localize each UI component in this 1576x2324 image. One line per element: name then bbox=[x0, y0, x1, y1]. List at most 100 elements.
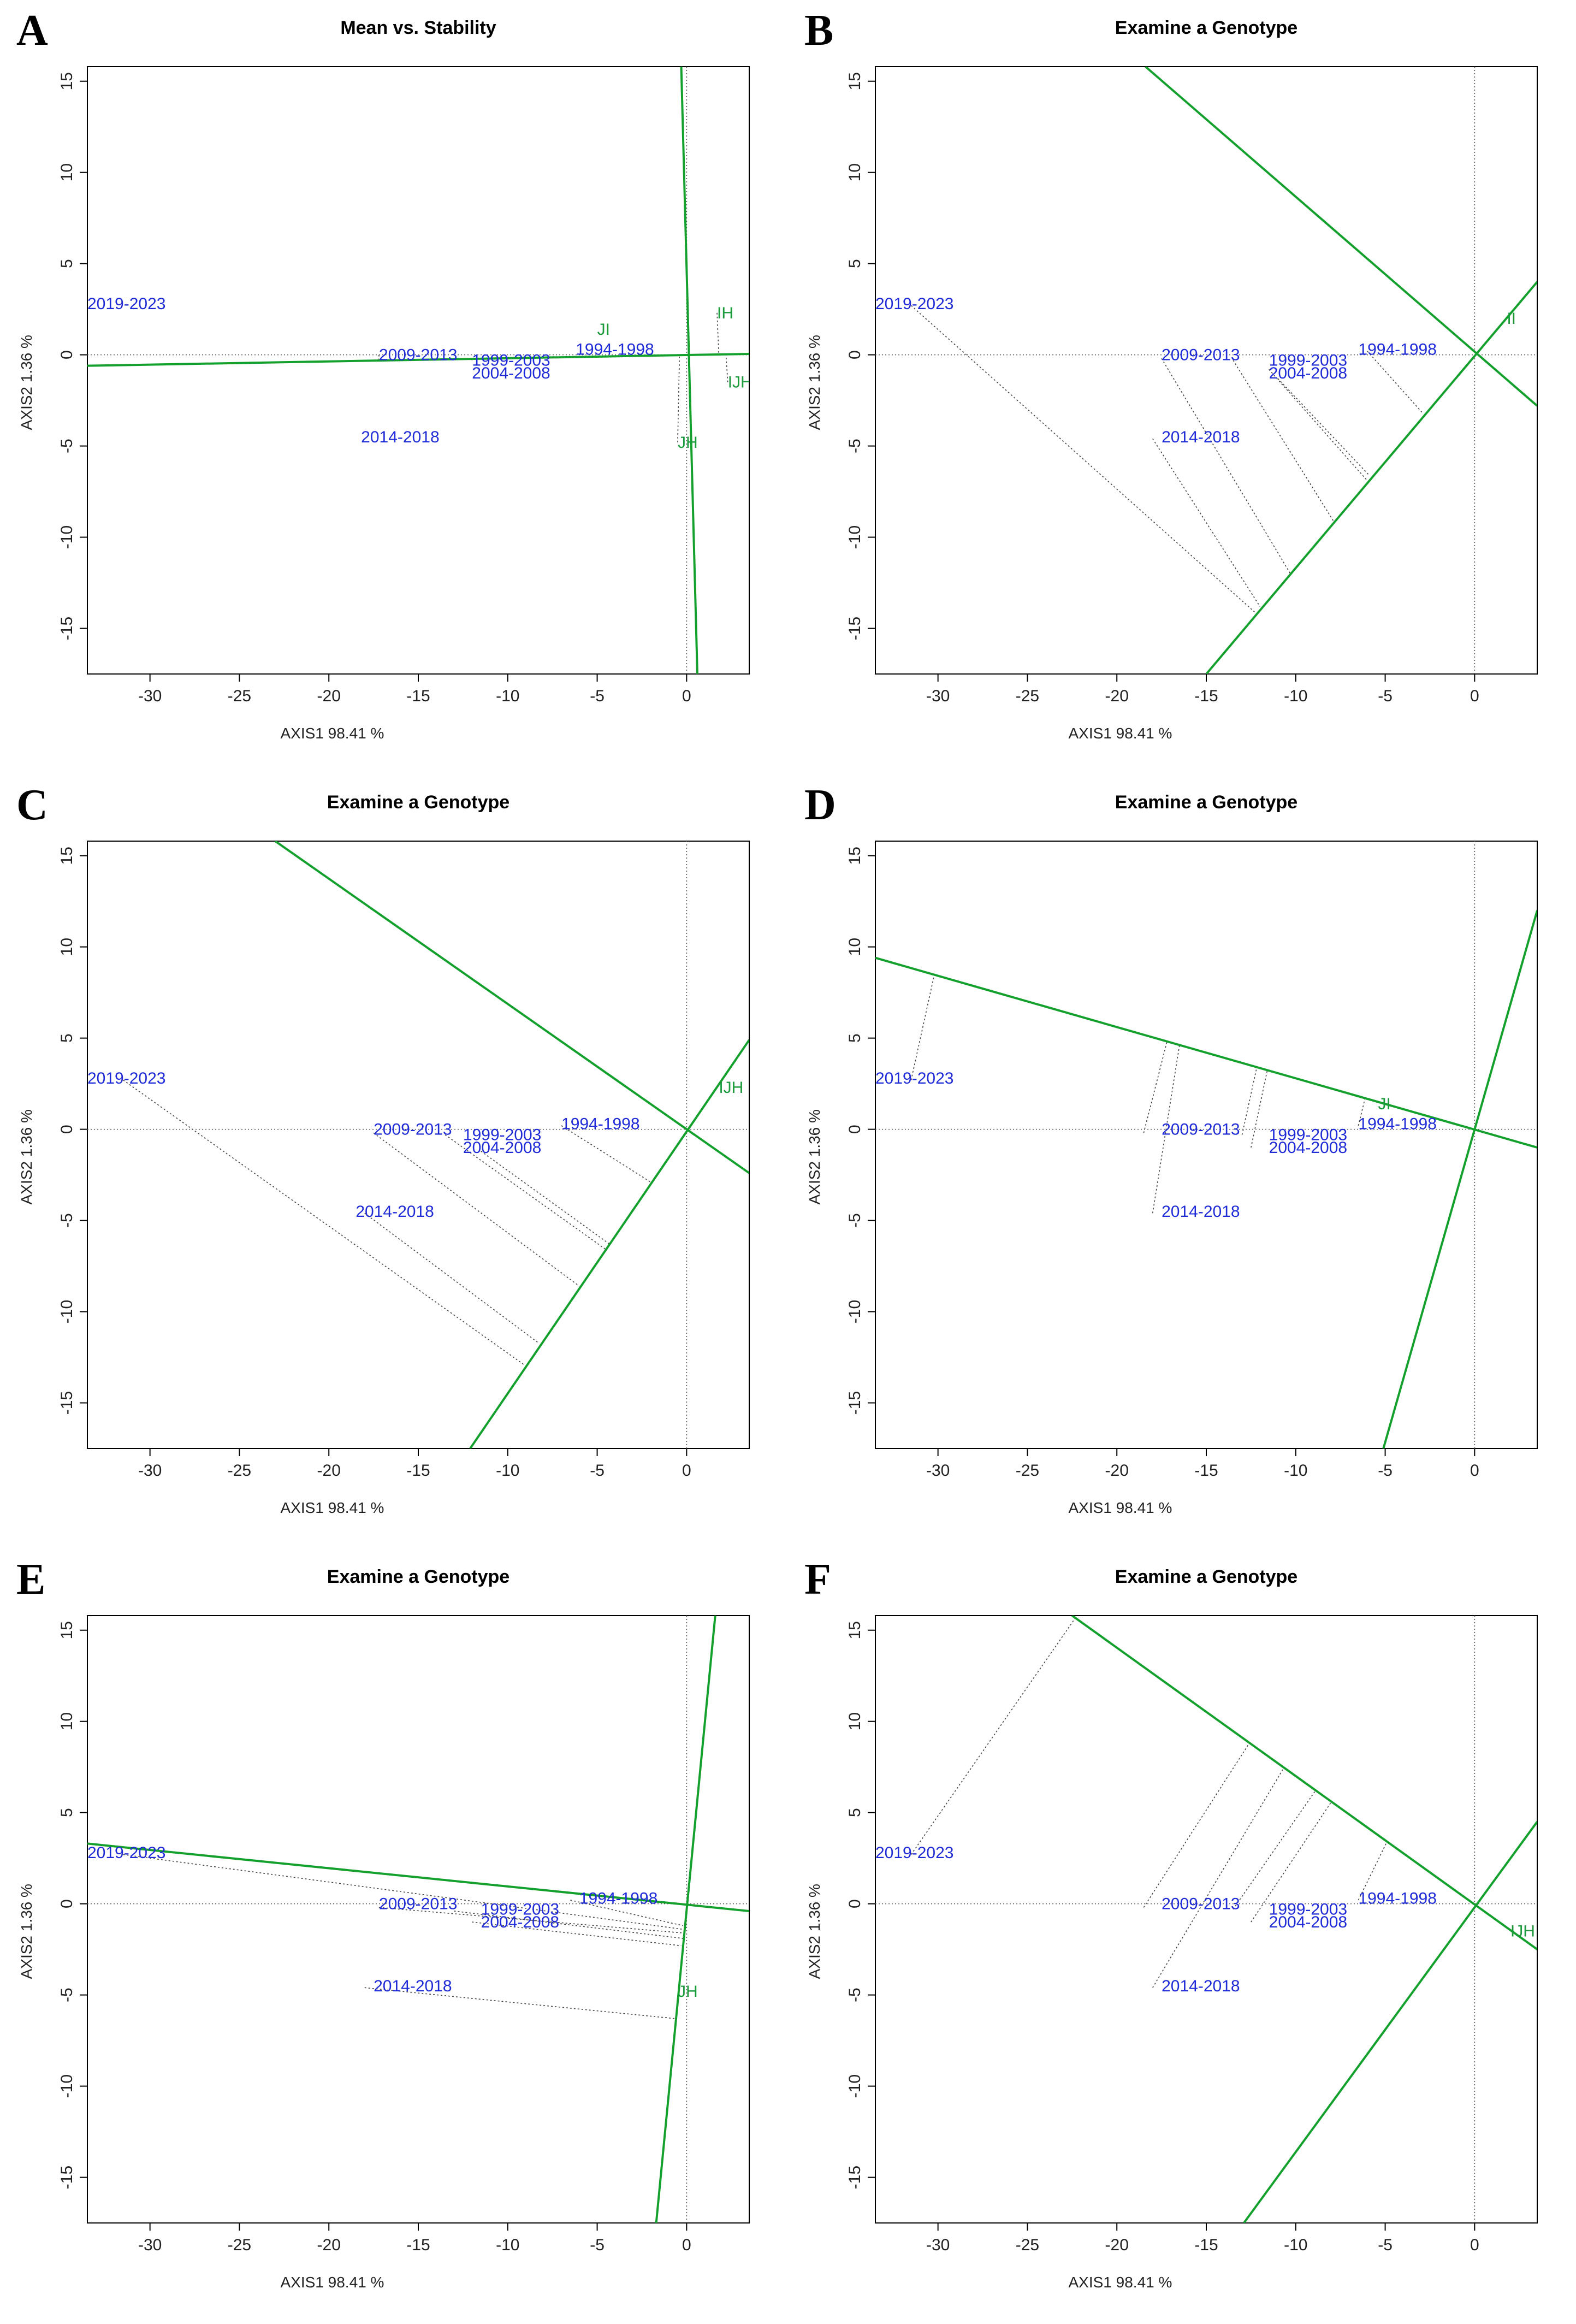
x-tick-label: -30 bbox=[926, 687, 950, 705]
x-tick-label: -5 bbox=[1378, 687, 1393, 705]
y-tick-label: 15 bbox=[846, 847, 864, 865]
projection-line bbox=[373, 1132, 580, 1287]
y-tick-label: 5 bbox=[58, 1808, 76, 1817]
projection-line bbox=[454, 1911, 683, 1939]
genotype-label: IJH bbox=[719, 1079, 743, 1097]
environment-label: 2019-2023 bbox=[87, 1069, 165, 1087]
y-tick-label: 0 bbox=[846, 1899, 864, 1908]
y-tick-label: -10 bbox=[58, 1300, 76, 1323]
environment-label: 2004-2008 bbox=[472, 364, 550, 382]
projection-line bbox=[1241, 1069, 1257, 1135]
y-tick-label: 0 bbox=[846, 1125, 864, 1134]
projection-line bbox=[1277, 378, 1370, 476]
y-tick-label: -15 bbox=[58, 2166, 76, 2189]
x-tick-label: -10 bbox=[1284, 1462, 1307, 1480]
environment-label: 2014-2018 bbox=[374, 1977, 452, 1995]
projection-line bbox=[1358, 1841, 1388, 1901]
x-tick-label: -30 bbox=[138, 1462, 162, 1480]
plot-frame bbox=[87, 1615, 750, 2224]
projection-line bbox=[1143, 1042, 1168, 1133]
environment-label: 2009-2013 bbox=[379, 346, 457, 364]
genotype-label: IJH bbox=[728, 374, 753, 392]
y-tick-label: 5 bbox=[846, 1808, 864, 1817]
biplot-axis-line bbox=[87, 1842, 749, 1912]
environment-label: 1994-1998 bbox=[1358, 1890, 1436, 1908]
biplot-axis-line bbox=[680, 67, 699, 674]
x-tick-label: -30 bbox=[138, 687, 162, 705]
y-tick-label: 5 bbox=[846, 1033, 864, 1043]
projection-line bbox=[364, 1987, 676, 2019]
x-tick-label: -25 bbox=[1016, 687, 1039, 705]
y-tick-label: 0 bbox=[58, 350, 76, 359]
environment-label: 1994-1998 bbox=[1358, 1115, 1436, 1133]
environment-label: 2014-2018 bbox=[1162, 1203, 1240, 1221]
x-tick-label: 0 bbox=[1470, 687, 1479, 705]
x-tick-label: -25 bbox=[228, 1462, 251, 1480]
plot-frame bbox=[875, 66, 1538, 675]
environment-label: 2009-2013 bbox=[379, 1895, 457, 1913]
x-tick-label: -25 bbox=[1016, 2236, 1039, 2254]
y-tick-label: -15 bbox=[846, 1391, 864, 1415]
projection-line bbox=[472, 1921, 682, 1947]
environment-label: 2019-2023 bbox=[87, 295, 165, 313]
environment-label: 2004-2008 bbox=[463, 1139, 541, 1157]
x-tick-label: 0 bbox=[1470, 1462, 1479, 1480]
y-tick-label: -5 bbox=[58, 1988, 76, 2002]
genotype-label: JH bbox=[678, 434, 698, 452]
panel-d: D Examine a Genotype 2019-2023 2009-2013 199… bbox=[804, 781, 1538, 1516]
environment-label: 2004-2008 bbox=[1269, 1139, 1347, 1157]
environment-label: 2014-2018 bbox=[1162, 428, 1240, 446]
environment-label: 2004-2008 bbox=[1269, 1913, 1347, 1931]
y-tick-label: 10 bbox=[846, 938, 864, 956]
x-tick-label: -5 bbox=[1378, 1462, 1393, 1480]
environment-label: 1994-1998 bbox=[561, 1115, 639, 1133]
x-tick-label: -10 bbox=[496, 687, 519, 705]
projection-line bbox=[1161, 358, 1291, 574]
y-tick-label: -5 bbox=[58, 1213, 76, 1228]
plot-title: Examine a Genotype bbox=[1115, 1566, 1297, 1587]
y-tick-label: -10 bbox=[846, 1300, 864, 1323]
x-tick-label: -15 bbox=[1194, 1462, 1218, 1480]
projection-line bbox=[1367, 351, 1423, 414]
x-tick-label: -5 bbox=[590, 1462, 605, 1480]
genotype-label: JH bbox=[678, 1983, 698, 2001]
x-tick-label: -20 bbox=[317, 2236, 341, 2254]
projection-line bbox=[1143, 1743, 1250, 1908]
projection-line bbox=[1152, 438, 1260, 607]
projection-line bbox=[1251, 1071, 1268, 1148]
x-axis-title: AXIS1 98.41 % bbox=[280, 725, 384, 742]
y-tick-label: 0 bbox=[58, 1125, 76, 1134]
environment-label: 2019-2023 bbox=[875, 1069, 953, 1087]
y-tick-label: 5 bbox=[58, 259, 76, 268]
projection-line bbox=[561, 1125, 651, 1183]
x-tick-label: -15 bbox=[406, 2236, 430, 2254]
x-tick-label: 0 bbox=[682, 1462, 691, 1480]
y-axis-title: AXIS2 1.36 % bbox=[806, 335, 823, 430]
panel-b: B Examine a Genotype 2019-2023 2009-2013 199… bbox=[804, 7, 1538, 742]
x-tick-label: -5 bbox=[1378, 2236, 1393, 2254]
y-tick-label: 10 bbox=[846, 163, 864, 181]
y-tick-label: -10 bbox=[58, 2074, 76, 2098]
panel-c: C Examine a Genotype 2019-2023 2009-2013 199… bbox=[16, 781, 750, 1516]
y-axis-title: AXIS2 1.36 % bbox=[18, 1109, 35, 1204]
panel-e: E Examine a Genotype 2019-2023 2009-2013 199… bbox=[16, 1556, 750, 2291]
y-tick-label: 5 bbox=[58, 1033, 76, 1043]
y-tick-label: 10 bbox=[58, 938, 76, 956]
x-axis-title: AXIS1 98.41 % bbox=[1068, 1499, 1172, 1516]
genotype-label: JI bbox=[597, 321, 610, 339]
x-tick-label: -5 bbox=[590, 687, 605, 705]
genotype-label: JI bbox=[1378, 1095, 1390, 1113]
x-tick-label: -30 bbox=[138, 2236, 162, 2254]
panel-letter: D bbox=[804, 781, 836, 829]
x-tick-label: -30 bbox=[926, 2236, 950, 2254]
x-tick-label: -25 bbox=[1016, 1462, 1039, 1480]
environment-label: 2014-2018 bbox=[361, 428, 439, 446]
y-tick-label: -10 bbox=[846, 2074, 864, 2098]
panel-f: F Examine a Genotype 2019-2023 2009-2013 199… bbox=[804, 1556, 1538, 2291]
x-tick-label: -20 bbox=[317, 1462, 341, 1480]
environment-label: 1999-2003 bbox=[463, 1126, 541, 1144]
x-tick-label: -10 bbox=[1284, 2236, 1307, 2254]
environment-label: 2009-2013 bbox=[1162, 1121, 1240, 1139]
